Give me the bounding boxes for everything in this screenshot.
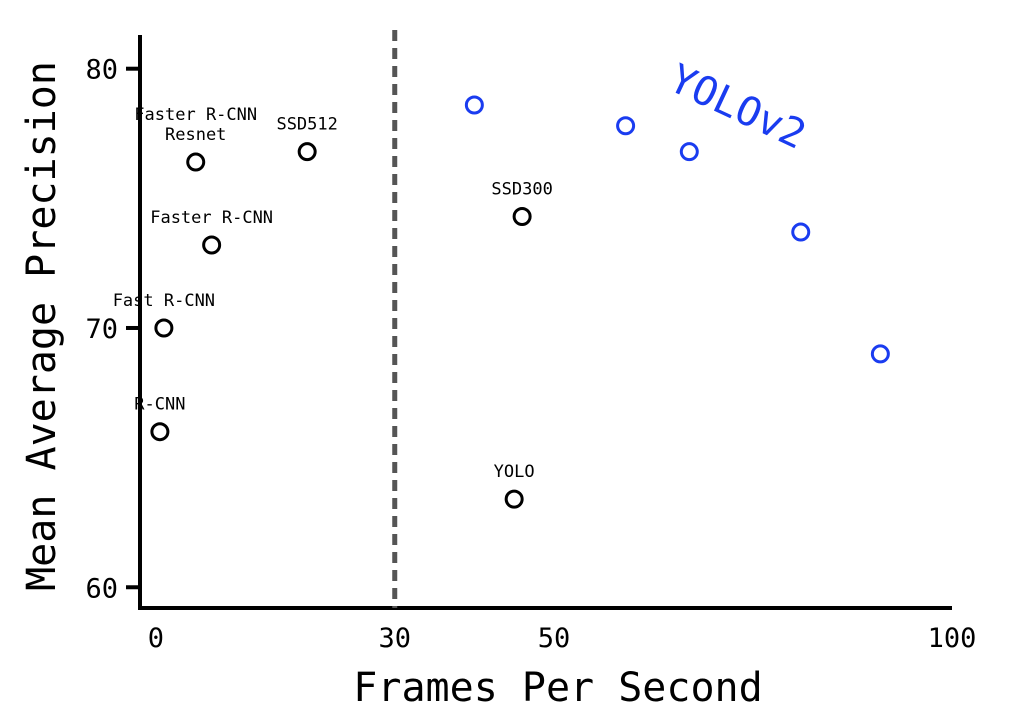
x-tick-label: 30 bbox=[378, 623, 411, 654]
data-point bbox=[202, 235, 222, 255]
x-axis-title: Frames Per Second bbox=[353, 665, 762, 711]
y-axis-title: Mean Average Precision bbox=[19, 61, 65, 591]
y-tick-label: 80 bbox=[85, 55, 118, 86]
y-tick-label: 60 bbox=[85, 573, 118, 604]
yolov2-data-point bbox=[870, 344, 890, 364]
point-label: SSD300 bbox=[491, 179, 552, 199]
data-point bbox=[297, 142, 317, 162]
yolov2-series-label: YOLOv2 bbox=[662, 56, 812, 159]
point-label: SSD512 bbox=[276, 115, 337, 135]
point-label: YOLO bbox=[494, 462, 535, 482]
yolov2-data-point bbox=[464, 95, 484, 115]
point-label: Faster R-CNN Resnet bbox=[134, 105, 257, 145]
x-tick-label: 0 bbox=[148, 623, 164, 654]
point-label: Faster R-CNN bbox=[150, 208, 273, 228]
point-label: Fast R-CNN bbox=[113, 291, 215, 311]
plot-area: 60 70 80 0 30 50 100 R-CNN Fast R-CNN Faster R-CN… bbox=[85, 30, 976, 654]
point-label: R-CNN bbox=[134, 395, 185, 415]
yolov2-data-point bbox=[679, 142, 699, 162]
data-point bbox=[154, 318, 174, 338]
data-point bbox=[186, 152, 206, 172]
yolov2-data-point bbox=[616, 116, 636, 136]
yolov2-data-point bbox=[791, 222, 811, 242]
x-tick-label: 100 bbox=[928, 623, 977, 654]
x-tick-label: 50 bbox=[538, 623, 571, 654]
data-point bbox=[150, 422, 170, 442]
data-point bbox=[512, 206, 532, 226]
data-point bbox=[504, 489, 524, 509]
y-tick-label: 70 bbox=[85, 314, 118, 345]
